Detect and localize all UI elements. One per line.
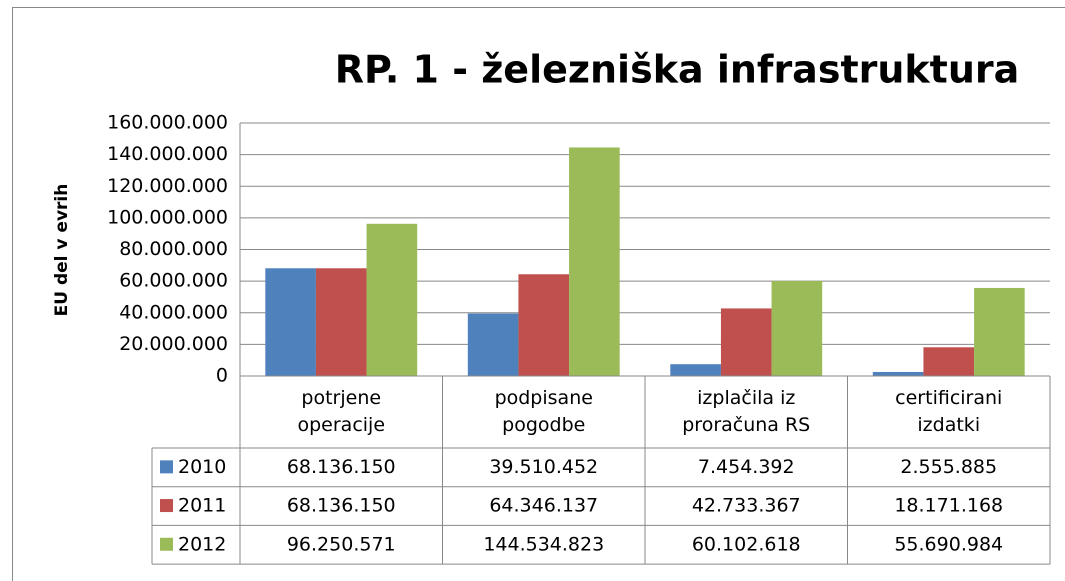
table-value: 68.136.150 xyxy=(287,495,396,517)
y-tick-label: 160.000.000 xyxy=(107,112,228,134)
table-value: 64.346.137 xyxy=(489,495,598,517)
chart-border xyxy=(12,7,1065,581)
bar xyxy=(366,223,418,376)
chart-title: RP. 1 - železniška infrastruktura xyxy=(335,48,1020,92)
y-tick-label: 0 xyxy=(216,365,228,387)
legend-swatch xyxy=(160,499,173,513)
y-axis-label: EU del v evrih xyxy=(52,184,72,317)
bar xyxy=(670,364,721,376)
table-value: 144.534.823 xyxy=(483,533,604,555)
table-value: 2.555.885 xyxy=(900,456,997,478)
y-tick-label: 120.000.000 xyxy=(107,175,228,197)
legend-swatch xyxy=(160,460,173,474)
x-tick-label: certificirani izdatki xyxy=(895,387,1003,436)
y-tick-label: 140.000.000 xyxy=(107,143,228,165)
x-tick-label: potrjene operacije xyxy=(297,387,386,436)
bar xyxy=(872,371,924,376)
bar xyxy=(315,268,367,376)
bar xyxy=(265,268,316,376)
table-value: 68.136.150 xyxy=(287,456,396,478)
bar xyxy=(923,347,975,376)
legend-label: 2012 xyxy=(178,533,226,555)
bar xyxy=(771,280,823,376)
y-tick-label: 80.000.000 xyxy=(119,238,228,260)
legend-label: 2011 xyxy=(178,495,226,517)
y-tick-label: 100.000.000 xyxy=(107,206,228,228)
y-tick-label: 20.000.000 xyxy=(119,333,228,355)
table-value: 96.250.571 xyxy=(287,533,396,555)
legend-label: 2010 xyxy=(178,456,226,478)
legend-swatch xyxy=(160,537,173,551)
x-tick-label: izplačila iz proračuna RS xyxy=(682,387,811,436)
bar xyxy=(720,308,772,376)
y-tick-label: 40.000.000 xyxy=(119,301,228,323)
bar xyxy=(467,313,519,376)
table-value: 39.510.452 xyxy=(489,456,598,478)
x-tick-label: podpisane pogodbe xyxy=(494,387,593,436)
y-tick-label: 60.000.000 xyxy=(119,270,228,292)
bar xyxy=(569,147,620,376)
table-value: 7.454.392 xyxy=(698,456,795,478)
table-value: 55.690.984 xyxy=(894,533,1003,555)
table-value: 60.102.618 xyxy=(692,533,801,555)
bar xyxy=(518,274,570,376)
bar xyxy=(974,287,1025,376)
table-value: 18.171.168 xyxy=(894,495,1003,517)
table-value: 42.733.367 xyxy=(692,495,801,517)
